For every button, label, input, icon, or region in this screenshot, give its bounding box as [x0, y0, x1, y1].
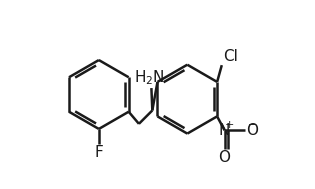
Text: N: N [219, 123, 230, 138]
Text: −: − [248, 120, 257, 130]
Text: H$_2$N: H$_2$N [134, 68, 165, 87]
Text: O: O [219, 150, 231, 165]
Text: +: + [225, 120, 234, 130]
Text: F: F [94, 145, 103, 160]
Text: Cl: Cl [223, 49, 238, 64]
Text: O: O [246, 123, 258, 138]
